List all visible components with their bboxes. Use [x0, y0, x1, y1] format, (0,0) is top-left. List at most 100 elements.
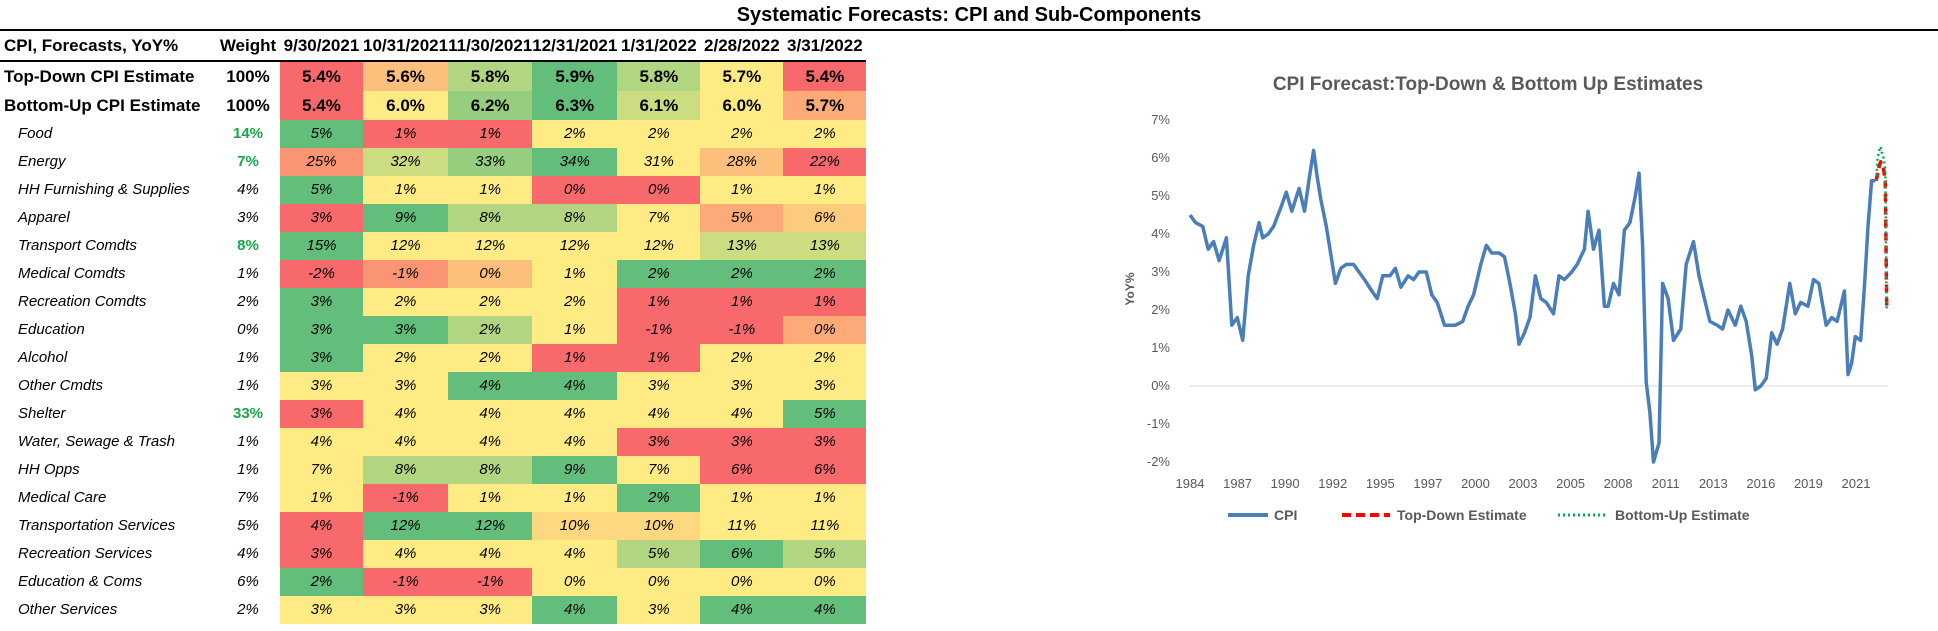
forecast-cell: 8%	[363, 456, 449, 484]
forecast-cell: 4%	[700, 596, 784, 624]
forecast-cell: 3%	[700, 372, 784, 400]
forecast-cell: 3%	[280, 400, 363, 428]
row-weight: 1%	[237, 349, 259, 366]
table-row: Education 0% 3% 3% 2% 1% -1% -1% 0%	[0, 316, 867, 344]
x-tick-label: 2000	[1461, 476, 1490, 491]
row-label: Food	[18, 125, 53, 142]
x-tick-label: 2013	[1699, 476, 1728, 491]
row-weight: 33%	[232, 405, 264, 422]
y-tick-label: 1%	[1151, 340, 1170, 355]
forecast-cell: 4%	[532, 400, 618, 428]
forecast-cell: 0%	[532, 568, 618, 596]
cpi-forecast-chart: CPI Forecast:Top-Down & Bottom Up Estima…	[1123, 74, 1889, 523]
forecast-cell: 3%	[280, 344, 363, 372]
forecast-cell: 3%	[783, 428, 867, 456]
forecast-cell: 5.8%	[617, 61, 701, 91]
forecast-cell: 0%	[532, 176, 618, 204]
forecast-cell: 5.8%	[448, 61, 533, 91]
forecast-cell: 5.9%	[532, 61, 618, 91]
row-weight: 0%	[237, 321, 259, 338]
forecast-cell: 6%	[783, 456, 867, 484]
forecast-cell: 1%	[448, 120, 533, 148]
forecast-cell: 25%	[280, 148, 363, 176]
forecast-cell: 13%	[783, 232, 867, 260]
row-label: Transport Comdts	[18, 237, 137, 254]
forecast-cell: 6.3%	[532, 91, 618, 120]
forecast-cell: -1%	[448, 568, 533, 596]
weight-header: Weight	[216, 32, 280, 62]
legend-label-top-down: Top-Down Estimate	[1397, 507, 1527, 523]
forecast-cell: 3%	[783, 372, 867, 400]
forecast-cell: 1%	[532, 344, 618, 372]
forecast-cell: 10%	[532, 512, 618, 540]
forecast-cell: 1%	[448, 484, 533, 512]
y-tick-label: -1%	[1147, 416, 1171, 431]
forecast-cell: 5%	[783, 540, 867, 568]
forecast-cell: 33%	[448, 148, 533, 176]
row-label: Alcohol	[18, 349, 68, 366]
table-row: Apparel 3% 3% 9% 8% 8% 7% 5% 6%	[0, 204, 867, 232]
forecast-cell: 4%	[448, 540, 533, 568]
forecast-cell: 5%	[700, 204, 784, 232]
forecast-cell: 12%	[448, 232, 533, 260]
forecast-cell: 2%	[783, 344, 867, 372]
x-tick-label: 2011	[1652, 476, 1680, 491]
forecast-cell: 3%	[363, 316, 449, 344]
table-row: Alcohol 1% 3% 2% 2% 1% 1% 2% 2%	[0, 344, 867, 372]
row-weight: 1%	[237, 461, 259, 478]
date-header: 9/30/2021	[280, 32, 363, 62]
forecast-cell: -1%	[363, 260, 449, 288]
forecast-cell: 3%	[617, 428, 701, 456]
forecast-cell: 2%	[700, 260, 784, 288]
table-row: Other Services 2% 3% 3% 3% 4% 3% 4% 4%	[0, 596, 867, 624]
summary-row: Top-Down CPI Estimate 100% 5.4% 5.6% 5.8% 5.9…	[0, 61, 867, 91]
x-tick-label: 1995	[1366, 476, 1395, 491]
table-row: Other Cmdts 1% 3% 3% 4% 4% 3% 3% 3%	[0, 372, 867, 400]
row-weight: 7%	[237, 489, 259, 506]
forecast-cell: 2%	[700, 344, 784, 372]
forecast-cell: 0%	[783, 568, 867, 596]
y-tick-label: 2%	[1151, 302, 1170, 317]
y-tick-label: 3%	[1151, 264, 1170, 279]
x-tick-label: 2005	[1556, 476, 1585, 491]
x-tick-label: 1987	[1223, 476, 1252, 491]
forecast-cell: 3%	[448, 596, 533, 624]
forecast-cell: 6%	[783, 204, 867, 232]
forecast-cell: 1%	[532, 316, 618, 344]
row-weight: 1%	[237, 265, 259, 282]
y-tick-labels: 7% 6% 5% 4% 3% 2% 1% 0% -1% -2%	[1147, 112, 1171, 469]
forecast-cell: 12%	[532, 232, 618, 260]
row-weight: 3%	[237, 209, 259, 226]
forecast-cell: 3%	[280, 596, 363, 624]
x-tick-label: 2008	[1604, 476, 1633, 491]
table-row: Education & Coms 6% 2% -1% -1% 0% 0% 0% 0%	[0, 568, 867, 596]
row-label: HH Opps	[18, 461, 80, 478]
x-tick-labels: 1984 1987 1990 1992 1995 1997 2000 2003 2005 2008…	[1176, 476, 1871, 491]
forecast-cell: 0%	[617, 176, 701, 204]
row-label: HH Furnishing & Supplies	[18, 181, 190, 198]
forecast-cell: 5%	[280, 176, 363, 204]
x-tick-label: 2003	[1509, 476, 1538, 491]
y-tick-label: 4%	[1151, 226, 1170, 241]
row-weight: 2%	[237, 601, 259, 618]
forecast-cell: 1%	[448, 176, 533, 204]
x-tick-label: 1990	[1271, 476, 1300, 491]
table-row: Recreation Comdts 2% 3% 2% 2% 2% 1% 1% 1%	[0, 288, 867, 316]
forecast-cell: 5.7%	[783, 91, 867, 120]
x-tick-label: 2016	[1746, 476, 1775, 491]
forecast-cell: 2%	[700, 120, 784, 148]
forecast-cell: 2%	[617, 120, 701, 148]
forecast-cell: 4%	[448, 400, 533, 428]
forecast-cell: 1%	[617, 344, 701, 372]
forecast-cell: 0%	[448, 260, 533, 288]
x-tick-label: 1984	[1176, 476, 1205, 491]
forecast-cell: 2%	[363, 288, 449, 316]
table-row: Shelter 33% 3% 4% 4% 4% 4% 4% 5%	[0, 400, 867, 428]
series-line-top-down	[1874, 160, 1889, 307]
forecast-cell: 0%	[617, 568, 701, 596]
forecast-cell: 13%	[700, 232, 784, 260]
table-row: HH Opps 1% 7% 8% 8% 9% 7% 6% 6%	[0, 456, 867, 484]
forecast-cell: 31%	[617, 148, 701, 176]
forecast-cell: 4%	[617, 400, 701, 428]
y-tick-label: 6%	[1151, 150, 1170, 165]
